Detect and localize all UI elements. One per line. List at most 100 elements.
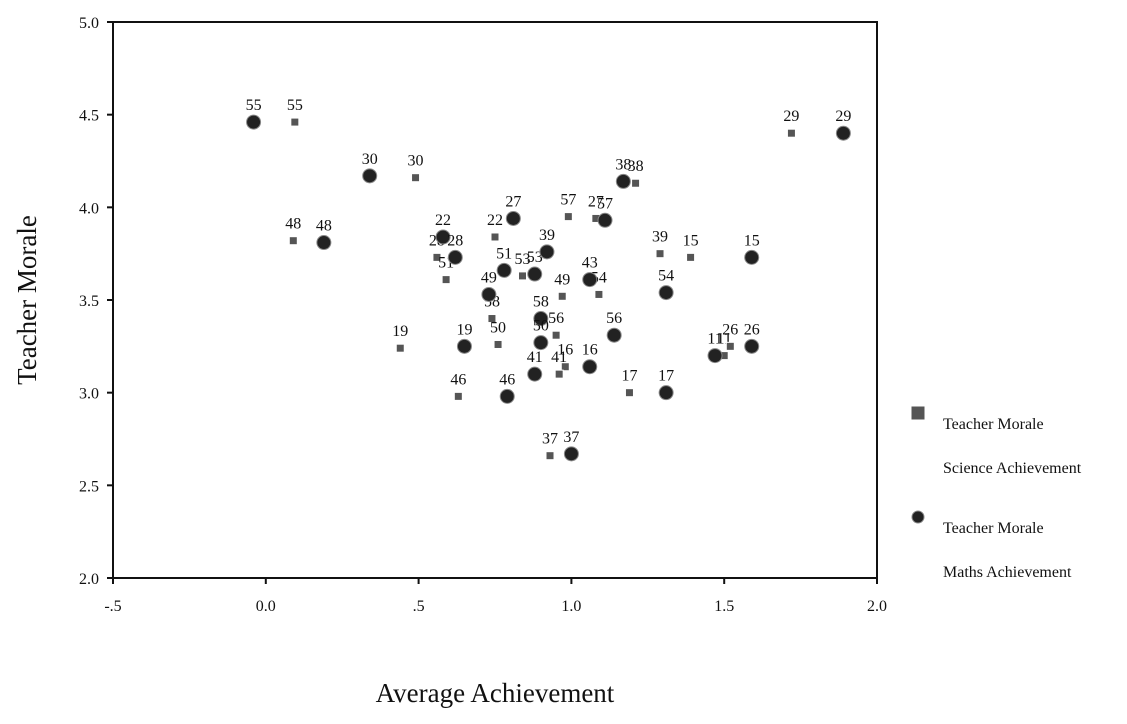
point-label: 56: [548, 310, 564, 327]
point-label: 37: [542, 431, 558, 448]
point: [288, 236, 298, 246]
point: [655, 249, 665, 259]
point-label: 16: [582, 342, 598, 359]
point: [707, 348, 723, 364]
point-label: 51: [496, 245, 512, 262]
point: [505, 210, 521, 226]
point: [453, 391, 463, 401]
point-label: 38: [628, 158, 644, 175]
point-label: 46: [499, 371, 515, 388]
point: [447, 249, 463, 265]
point-label: 17: [621, 368, 637, 385]
point-label: 55: [246, 97, 262, 114]
point: [435, 229, 451, 245]
point-label: 56: [606, 310, 622, 327]
point: [786, 128, 796, 138]
point-label: 55: [287, 97, 303, 114]
x-tick-label: 1.0: [561, 598, 581, 615]
y-tick-label: 3.0: [79, 386, 99, 403]
point: [539, 244, 555, 260]
legend-label: Teacher Morale: [943, 520, 1044, 537]
y-tick-label: 2.5: [79, 478, 99, 495]
point-label: 49: [554, 271, 570, 288]
point: [496, 262, 512, 278]
point-label: 19: [456, 321, 472, 338]
legend-label: Maths Achievement: [943, 564, 1072, 581]
point-label: 17: [658, 368, 674, 385]
point: [615, 173, 631, 189]
legend-label: Teacher Morale: [943, 416, 1044, 433]
y-tick-label: 3.5: [79, 293, 99, 310]
point: [487, 314, 497, 324]
point: [582, 359, 598, 375]
y-tick-label: 4.5: [79, 108, 99, 125]
point: [456, 338, 472, 354]
point-label: 50: [490, 319, 506, 336]
point: [725, 341, 735, 351]
point: [658, 285, 674, 301]
x-tick-label: 1.5: [714, 598, 734, 615]
point-label: 41: [551, 349, 567, 366]
point-label: 48: [316, 218, 332, 235]
point: [395, 343, 405, 353]
point: [744, 338, 760, 354]
point: [527, 366, 543, 382]
point: [551, 330, 561, 340]
y-tick-label: 5.0: [79, 15, 99, 32]
point-label: 50: [533, 318, 549, 335]
point: [432, 252, 442, 262]
point: [594, 289, 604, 299]
point: [490, 232, 500, 242]
x-axis-title: Average Achievement: [376, 678, 615, 708]
point-label: 28: [447, 232, 463, 249]
point: [557, 291, 567, 301]
point: [554, 369, 564, 379]
point-label: 27: [588, 193, 604, 210]
point-label: 30: [362, 151, 378, 168]
point-label: 22: [487, 212, 503, 229]
point: [411, 173, 421, 183]
point-label: 11: [707, 331, 722, 348]
point: [563, 212, 573, 222]
point-label: 26: [722, 321, 738, 338]
point-label: 54: [658, 268, 674, 285]
point-label: 19: [392, 323, 408, 340]
point-label: 57: [597, 195, 613, 212]
point: [493, 339, 503, 349]
point: [744, 249, 760, 265]
point-label: 57: [560, 192, 576, 209]
x-tick-label: 2.0: [867, 598, 887, 615]
point-label: 16: [557, 342, 573, 359]
point-label: 30: [408, 153, 424, 170]
point: [545, 451, 555, 461]
point: [686, 252, 696, 262]
point: [606, 327, 622, 343]
y-axis-title: Teacher Morale: [12, 215, 42, 385]
point-label: 22: [435, 212, 451, 229]
point: [597, 212, 613, 228]
point-label: 48: [285, 216, 301, 233]
point: [624, 388, 634, 398]
point-label: 39: [652, 229, 668, 246]
legend-label: Science Achievement: [943, 460, 1082, 477]
point: [533, 335, 549, 351]
point-label: 27: [505, 193, 521, 210]
point-label: 39: [539, 227, 555, 244]
point-label: 26: [744, 321, 760, 338]
point: [316, 235, 332, 251]
point-label: 41: [527, 349, 543, 366]
point: [533, 311, 549, 327]
point: [481, 286, 497, 302]
point: [631, 178, 641, 188]
point-label: 49: [481, 269, 497, 286]
point: [527, 266, 543, 282]
point-label: 15: [744, 232, 760, 249]
point: [246, 114, 262, 130]
point-label: 29: [783, 108, 799, 125]
point-label: 43: [582, 255, 598, 272]
point: [658, 385, 674, 401]
point: [582, 272, 598, 288]
point: [560, 362, 570, 372]
point-label: 37: [563, 429, 579, 446]
